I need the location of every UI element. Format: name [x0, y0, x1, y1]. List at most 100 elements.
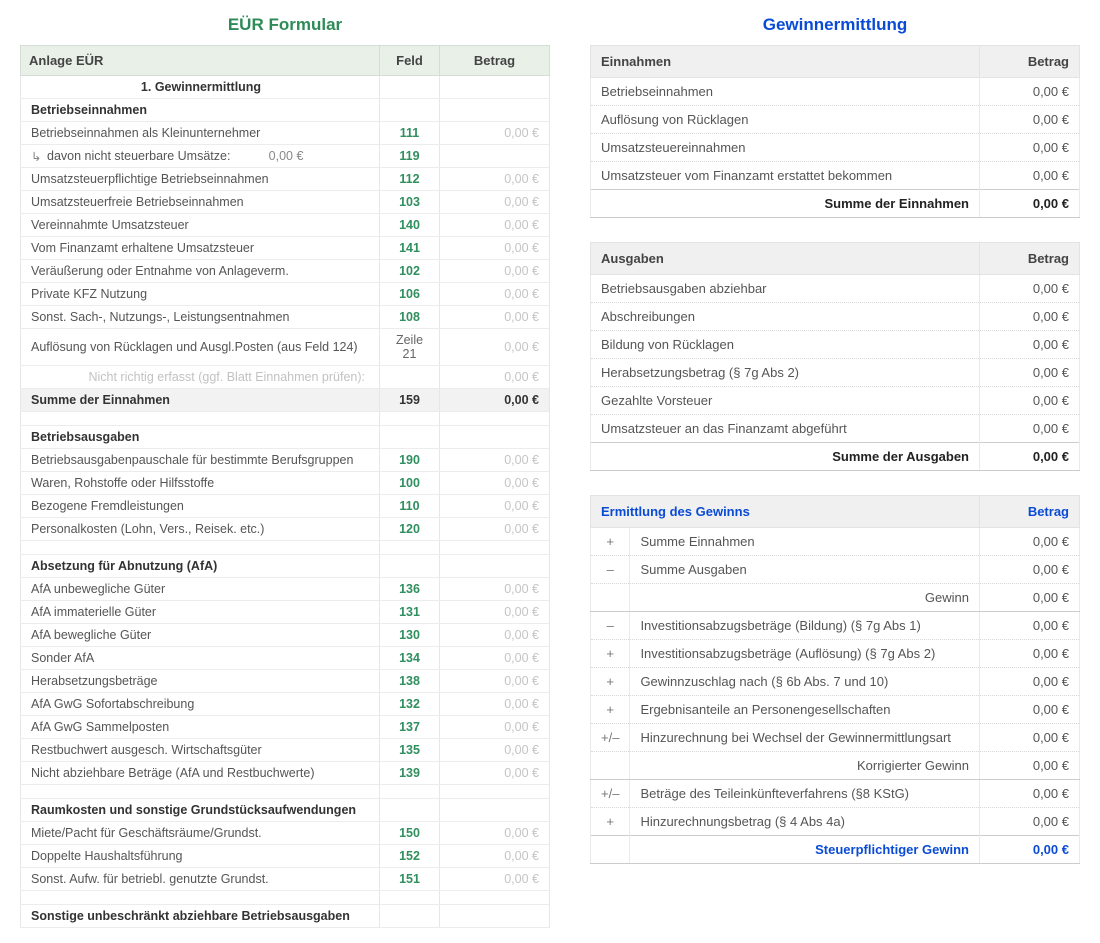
- row-amount: 0,00 €: [440, 670, 550, 693]
- euer-table: Anlage EÜR Feld Betrag 1. Gewinnermittlu…: [20, 45, 550, 928]
- sum-label: Summe der Einnahmen: [21, 389, 380, 412]
- row-amount: 0,00 €: [980, 640, 1080, 668]
- row-amount: 0,00 €: [980, 275, 1080, 303]
- row-label: Private KFZ Nutzung: [21, 283, 380, 306]
- row-feld: 108: [380, 306, 440, 329]
- sub-label: Korrigierter Gewinn: [630, 752, 980, 780]
- row-sign: +/–: [591, 780, 630, 808]
- row-amount: 0,00 €: [980, 134, 1080, 162]
- row-label: Umsatzsteuereinnahmen: [591, 134, 980, 162]
- row-amount: 0,00 €: [440, 283, 550, 306]
- row-amount: 0,00 €: [440, 122, 550, 145]
- row-amount: 0,00 €: [440, 518, 550, 541]
- row-feld: 130: [380, 624, 440, 647]
- row-label: Bildung von Rücklagen: [591, 331, 980, 359]
- row-feld: 111: [380, 122, 440, 145]
- row-label: AfA GwG Sofortabschreibung: [21, 693, 380, 716]
- row-amount: 0,00 €: [440, 845, 550, 868]
- row-sign: +: [591, 528, 630, 556]
- row-label: Vom Finanzamt erhaltene Umsatzsteuer: [21, 237, 380, 260]
- row-label: Umsatzsteuerpflichtige Betriebseinnahmen: [21, 168, 380, 191]
- gewinnermittlung-panel: Gewinnermittlung Einnahmen Betrag Betrie…: [590, 15, 1080, 928]
- row-amount: 0,00 €: [440, 739, 550, 762]
- row-label: Gewinnzuschlag nach (§ 6b Abs. 7 und 10): [630, 668, 980, 696]
- row-feld: 131: [380, 601, 440, 624]
- row-amount: 0,00 €: [440, 214, 550, 237]
- row-feld: 136: [380, 578, 440, 601]
- row-amount: 0,00 €: [980, 387, 1080, 415]
- row-label: Betriebsausgabenpauschale für bestimmte …: [21, 449, 380, 472]
- einnahmen-table: Einnahmen Betrag Betriebseinnahmen0,00 €…: [590, 45, 1080, 218]
- row-label: AfA GwG Sammelposten: [21, 716, 380, 739]
- row-feld: 132: [380, 693, 440, 716]
- row-amount: 0,00 €: [440, 329, 550, 366]
- row-label: AfA immaterielle Güter: [21, 601, 380, 624]
- sub-amount: 0,00 €: [980, 752, 1080, 780]
- row-feld: 137: [380, 716, 440, 739]
- ausgaben-table: Ausgaben Betrag Betriebsausgaben abziehb…: [590, 242, 1080, 471]
- row-amount: 0,00 €: [440, 191, 550, 214]
- row-amount: 0,00 €: [980, 556, 1080, 584]
- row-label: Investitionsabzugsbeträge (Bildung) (§ 7…: [630, 612, 980, 640]
- left-title: EÜR Formular: [20, 15, 550, 35]
- row-amount: 0,00 €: [440, 449, 550, 472]
- row-feld: 150: [380, 822, 440, 845]
- row-amount: 0,00 €: [440, 237, 550, 260]
- row-amount: 0,00 €: [980, 696, 1080, 724]
- row-feld: 134: [380, 647, 440, 670]
- row-label: Umsatzsteuerfreie Betriebseinnahmen: [21, 191, 380, 214]
- row-feld: 152: [380, 845, 440, 868]
- row-amount: 0,00 €: [980, 808, 1080, 836]
- row-amount: 0,00 €: [980, 106, 1080, 134]
- row-feld: 103: [380, 191, 440, 214]
- sum-amount: 0,00 €: [980, 190, 1080, 218]
- euer-formular-panel: EÜR Formular Anlage EÜR Feld Betrag 1. G…: [20, 15, 550, 928]
- sum-feld: 159: [380, 389, 440, 412]
- row-amount: 0,00 €: [440, 822, 550, 845]
- muted-amt: 0,00 €: [440, 366, 550, 389]
- row-amount: 0,00 €: [440, 306, 550, 329]
- section-title: 1. Gewinnermittlung: [21, 76, 380, 99]
- row-label: AfA unbewegliche Güter: [21, 578, 380, 601]
- row-label: Bezogene Fremdleistungen: [21, 495, 380, 518]
- row-sign: +: [591, 668, 630, 696]
- row-feld: 120: [380, 518, 440, 541]
- muted-label: Nicht richtig erfasst (ggf. Blatt Einnah…: [21, 366, 380, 389]
- row-label: Betriebsausgaben abziehbar: [591, 275, 980, 303]
- row-feld: 140: [380, 214, 440, 237]
- col-feld: Feld: [380, 46, 440, 76]
- row-label: Vereinnahmte Umsatzsteuer: [21, 214, 380, 237]
- row-amount: [440, 145, 550, 168]
- row-label: Doppelte Haushaltsführung: [21, 845, 380, 868]
- row-amount: 0,00 €: [980, 415, 1080, 443]
- row-feld: 100: [380, 472, 440, 495]
- row-label: Umsatzsteuer vom Finanzamt erstattet bek…: [591, 162, 980, 190]
- sum-amt: 0,00 €: [440, 389, 550, 412]
- row-label: Umsatzsteuer an das Finanzamt abgeführt: [591, 415, 980, 443]
- row-amount: 0,00 €: [980, 331, 1080, 359]
- row-amount: 0,00 €: [440, 260, 550, 283]
- row-sign: –: [591, 556, 630, 584]
- row-label: Restbuchwert ausgesch. Wirtschaftsgüter: [21, 739, 380, 762]
- row-sign: +: [591, 696, 630, 724]
- row-label: Gezahlte Vorsteuer: [591, 387, 980, 415]
- row-feld: 135: [380, 739, 440, 762]
- row-sign: –: [591, 612, 630, 640]
- row-amount: 0,00 €: [440, 762, 550, 785]
- row-feld: 102: [380, 260, 440, 283]
- row-label: Betriebseinnahmen als Kleinunternehmer: [21, 122, 380, 145]
- group-head: Absetzung für Abnutzung (AfA): [21, 555, 380, 578]
- row-label: Nicht abziehbare Beträge (AfA und Restbu…: [21, 762, 380, 785]
- row-amount: 0,00 €: [980, 528, 1080, 556]
- row-feld: 190: [380, 449, 440, 472]
- row-amount: 0,00 €: [980, 780, 1080, 808]
- row-label: Auflösung von Rücklagen und Ausgl.Posten…: [21, 329, 380, 366]
- row-amount: 0,00 €: [980, 78, 1080, 106]
- row-label: Abschreibungen: [591, 303, 980, 331]
- row-amount: 0,00 €: [440, 495, 550, 518]
- row-amount: 0,00 €: [440, 868, 550, 891]
- row-feld: 138: [380, 670, 440, 693]
- right-title: Gewinnermittlung: [590, 15, 1080, 35]
- final-label: Steuerpflichtiger Gewinn: [630, 836, 980, 864]
- row-amount: 0,00 €: [440, 578, 550, 601]
